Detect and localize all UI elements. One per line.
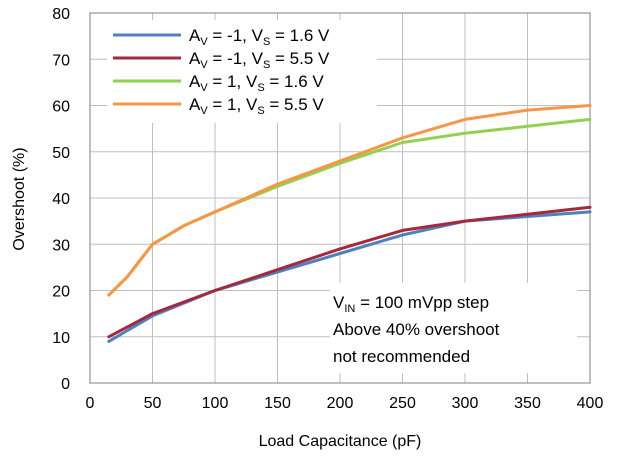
x-tick-label: 50 bbox=[144, 395, 162, 412]
x-tick-label: 200 bbox=[327, 395, 354, 412]
y-tick-label: 20 bbox=[52, 284, 70, 301]
y-tick-label: 70 bbox=[52, 52, 70, 69]
plot-area-frame bbox=[89, 12, 591, 384]
axis-tick-labels: 0 50 100 150 200 250 300 350 400 0 10 20 30 40 50 60 70 8… bbox=[52, 6, 603, 412]
annotation-line-2: Above 40% overshoot bbox=[333, 320, 500, 339]
x-tick-label: 0 bbox=[86, 395, 95, 412]
y-axis-label: Overshoot (%) bbox=[11, 147, 28, 250]
series-lines bbox=[107, 104, 592, 343]
y-tick-label: 30 bbox=[52, 237, 70, 254]
y-tick-label: 40 bbox=[52, 191, 70, 208]
y-tick-label: 50 bbox=[52, 145, 70, 162]
legend-label-1: AV = -1, VS = 1.6 V bbox=[189, 26, 330, 48]
y-tick-label: 10 bbox=[52, 330, 70, 347]
legend-label-4: AV = 1, VS = 5.5 V bbox=[189, 95, 324, 117]
legend: AV = -1, VS = 1.6 VAV = -1, VS = 5.5 VAV… bbox=[107, 20, 377, 123]
annotation-box bbox=[330, 283, 577, 373]
legend-label-3: AV = 1, VS = 1.6 V bbox=[189, 72, 324, 94]
x-tick-label: 150 bbox=[264, 395, 291, 412]
series-line-3 bbox=[107, 117, 592, 297]
legend-label-2: AV = -1, VS = 5.5 V bbox=[189, 49, 330, 71]
x-axis-label: Load Capacitance (pF) bbox=[259, 433, 422, 450]
legend-box bbox=[107, 20, 377, 123]
series-line-2 bbox=[107, 205, 592, 339]
annotation-line-1: VIN = 100 mVpp step bbox=[333, 293, 489, 315]
x-tick-label: 250 bbox=[389, 395, 416, 412]
y-tick-label: 80 bbox=[52, 6, 70, 23]
series-line-4 bbox=[107, 104, 592, 297]
annotation-note: VIN = 100 mVpp step Above 40% overshoot … bbox=[330, 283, 577, 373]
y-tick-label: 0 bbox=[61, 376, 70, 393]
x-tick-label: 400 bbox=[577, 395, 604, 412]
x-tick-label: 350 bbox=[514, 395, 541, 412]
annotation-line-3: not recommended bbox=[333, 347, 470, 366]
y-tick-label: 60 bbox=[52, 99, 70, 116]
x-tick-label: 300 bbox=[452, 395, 479, 412]
x-tick-label: 100 bbox=[202, 395, 229, 412]
